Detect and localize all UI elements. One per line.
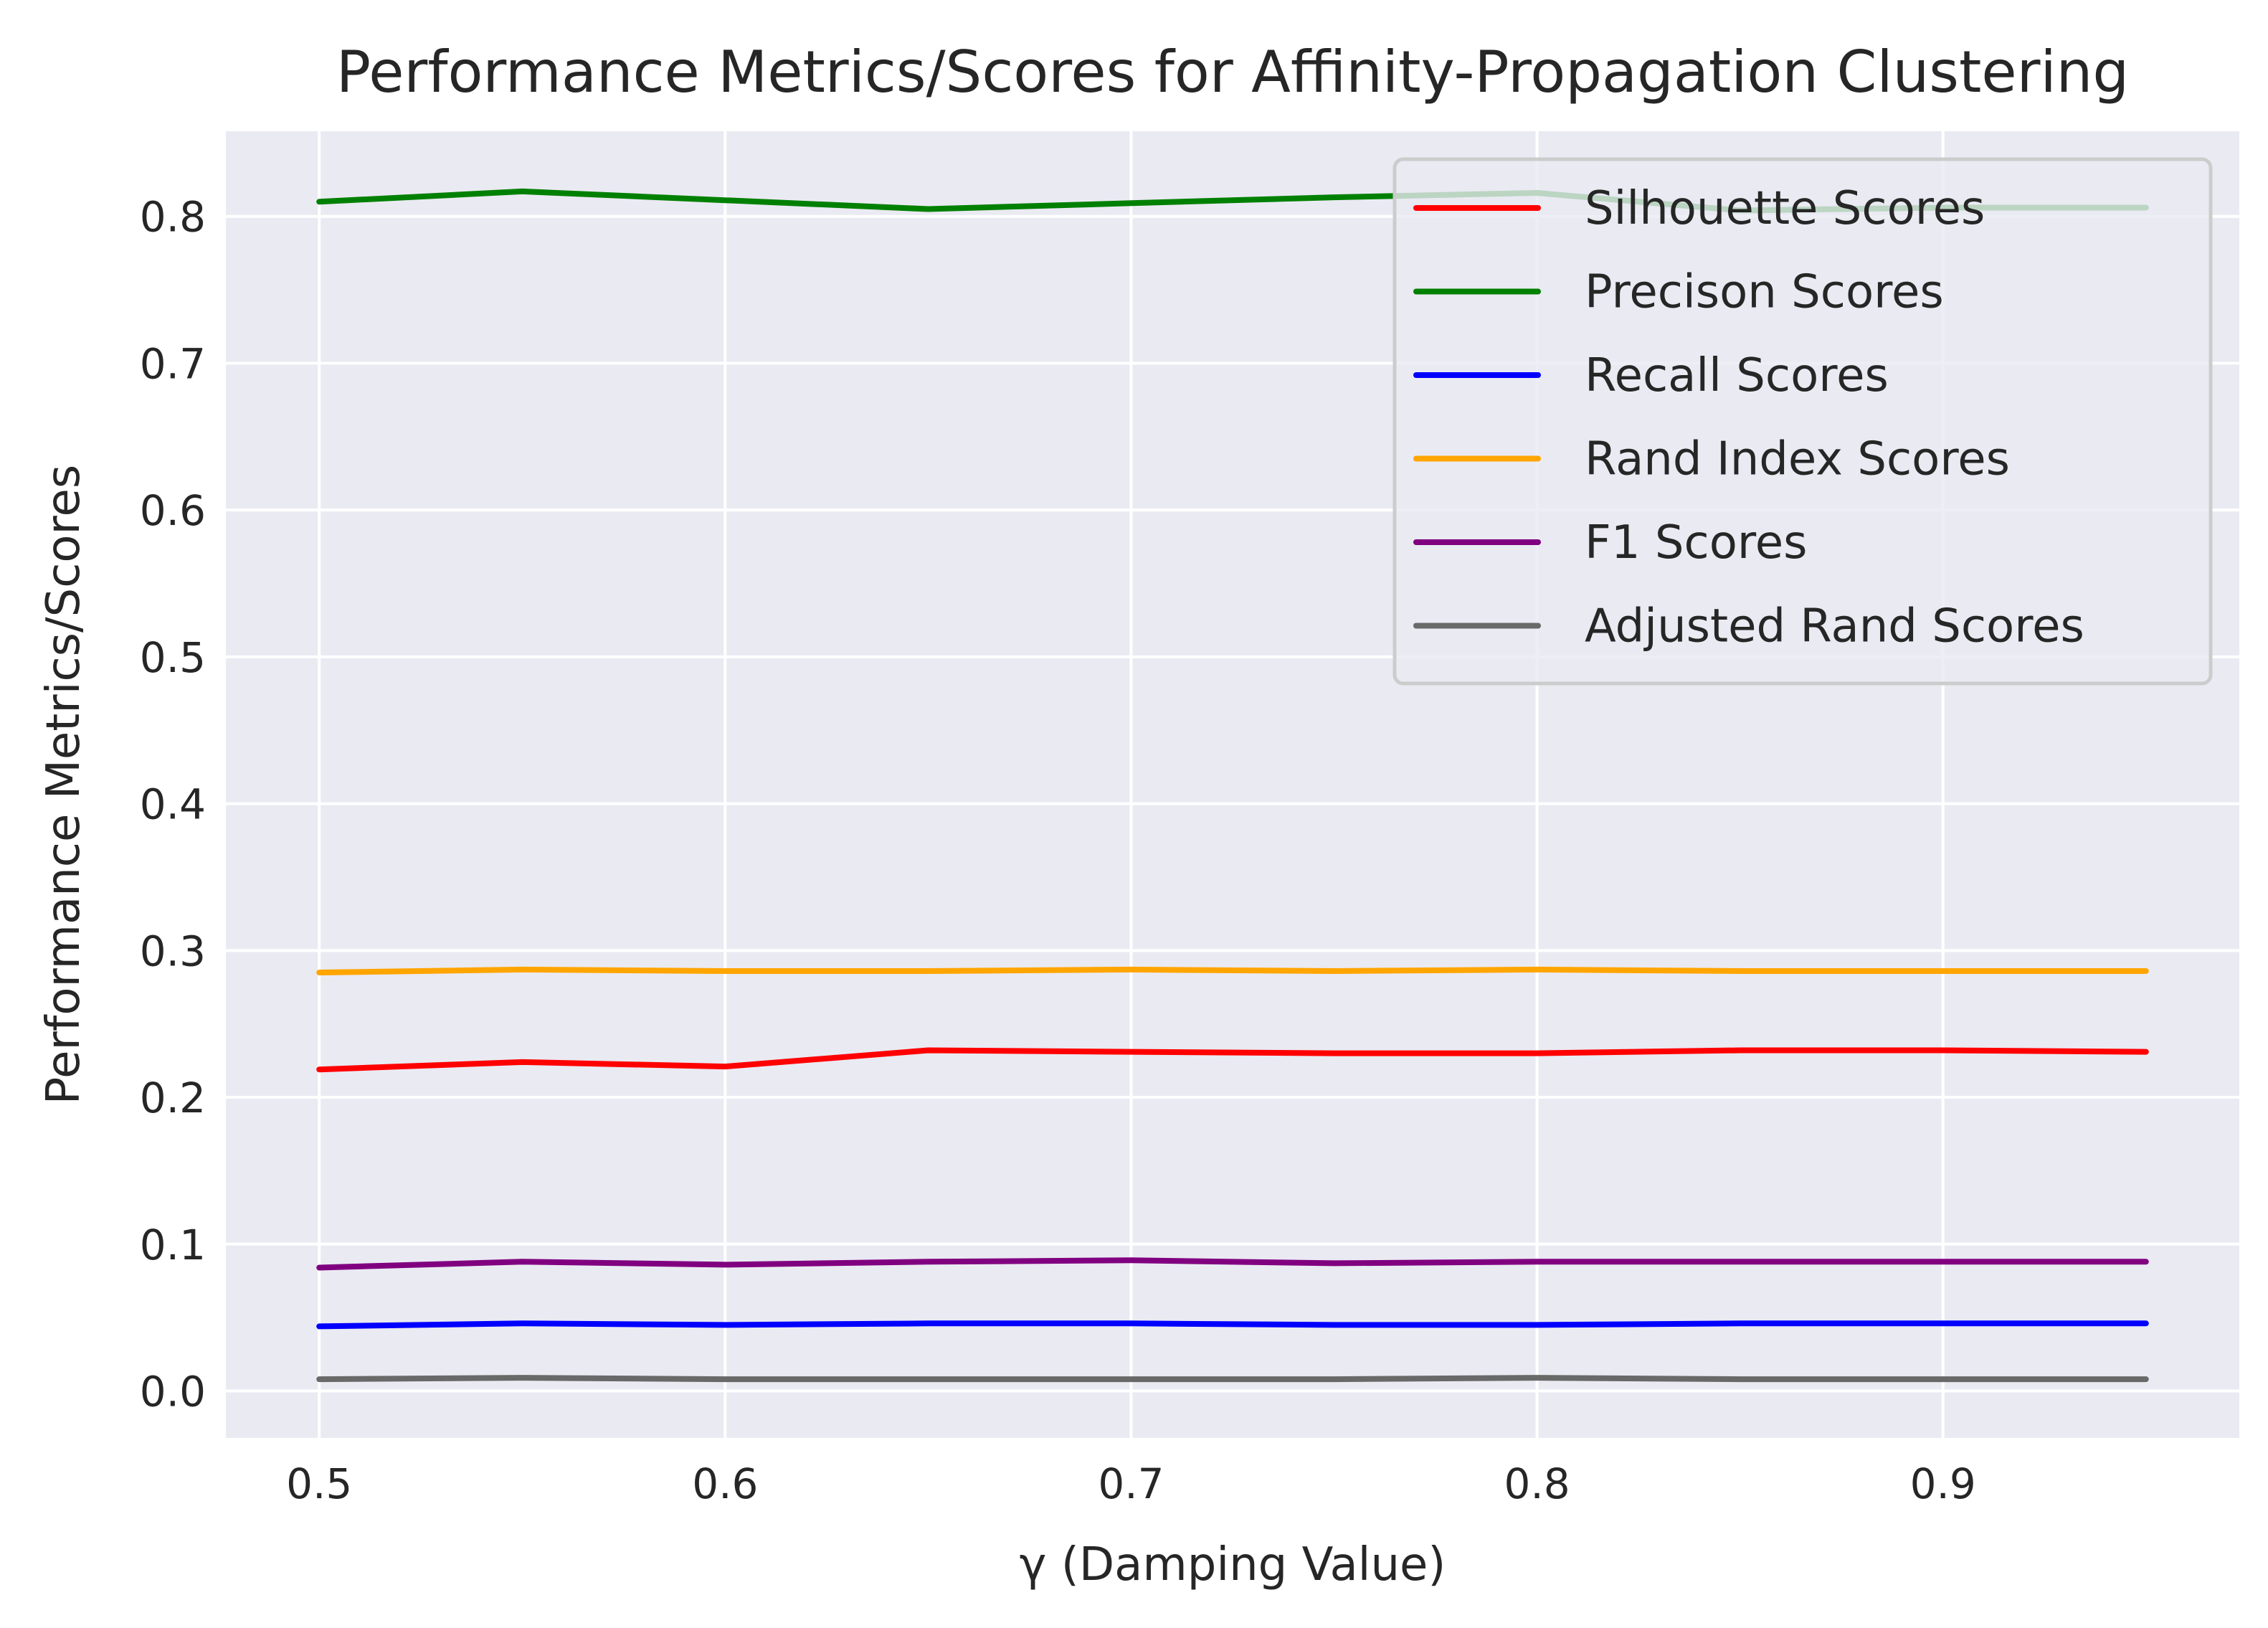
legend-label: Precison Scores [1585, 266, 1944, 319]
grid-lines [226, 131, 2239, 1438]
legend: Silhouette Scores Precison Scores Recall S… [1392, 157, 2213, 686]
y-tick-label: 0.5 [140, 633, 206, 682]
series-line-6 [316, 1375, 2149, 1383]
y-tick-label: 0.3 [140, 927, 206, 975]
y-tick-labels: 0.0 0.1 0.2 0.3 0.4 0.5 0.6 0.7 0.8 [140, 193, 206, 1416]
y-tick-label: 0.1 [140, 1221, 206, 1269]
y-tick-label: 0.8 [140, 193, 206, 242]
legend-label: Rand Index Scores [1585, 433, 2010, 486]
x-tick-label: 0.8 [1504, 1459, 1570, 1508]
legend-label: Silhouette Scores [1585, 182, 1985, 235]
y-tick-label: 0.7 [140, 339, 206, 388]
y-axis-label: Performance Metrics/Scores [37, 465, 90, 1104]
y-tick-label: 0.6 [140, 486, 206, 535]
legend-label: F1 Scores [1585, 516, 1807, 569]
chart-title: Performance Metrics/Scores for Affinity-… [336, 39, 2129, 105]
x-axis-label: γ (Damping Value) [1020, 1538, 1446, 1591]
x-tick-labels: 0.5 0.6 0.7 0.8 0.9 [286, 1459, 1976, 1508]
x-tick-label: 0.5 [286, 1459, 352, 1508]
series-line-3 [316, 1320, 2149, 1330]
x-tick-label: 0.7 [1098, 1459, 1164, 1508]
legend-box [1392, 157, 2213, 686]
series-line-1 [316, 1047, 2149, 1073]
y-tick-label: 0.2 [140, 1074, 206, 1122]
y-tick-label: 0.4 [140, 780, 206, 829]
y-tick-label: 0.0 [140, 1367, 206, 1416]
legend-label: Recall Scores [1585, 349, 1889, 402]
series-line-5 [316, 1257, 2149, 1271]
x-tick-label: 0.6 [692, 1459, 758, 1508]
legend-label: Adjusted Rand Scores [1585, 600, 2084, 653]
series-line-4 [316, 966, 2149, 975]
x-tick-label: 0.9 [1910, 1459, 1976, 1508]
